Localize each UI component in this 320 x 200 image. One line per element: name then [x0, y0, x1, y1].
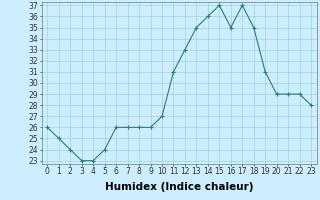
X-axis label: Humidex (Indice chaleur): Humidex (Indice chaleur)	[105, 182, 253, 192]
